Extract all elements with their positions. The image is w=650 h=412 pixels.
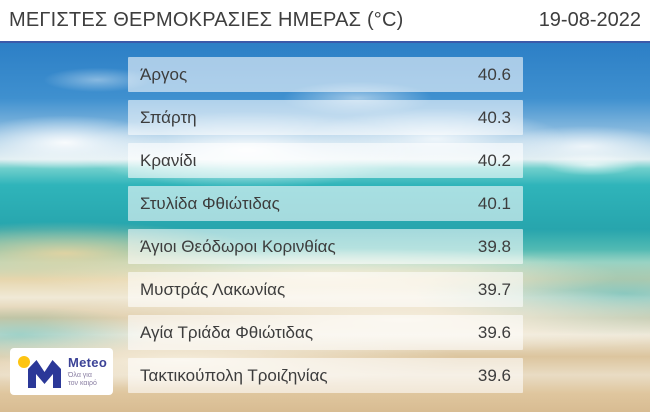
station-name: Κρανίδι <box>140 150 197 170</box>
table-row: Αγία Τριάδα Φθιώτιδας 39.6 <box>128 315 523 350</box>
temperature-value: 39.7 <box>477 279 511 299</box>
header-bar: ΜΕΓΙΣΤΕΣ ΘΕΡΜΟΚΡΑΣΙΕΣ ΗΜΕΡΑΣ (°C) 19-08-… <box>0 0 650 41</box>
station-name: Στυλίδα Φθιώτιδας <box>140 193 280 213</box>
station-name: Άγιοι Θεόδωροι Κορινθίας <box>140 236 336 256</box>
temperature-value: 39.6 <box>477 365 511 385</box>
station-name: Αγία Τριάδα Φθιώτιδας <box>140 322 314 342</box>
temperature-value: 40.6 <box>477 64 511 84</box>
station-name: Τακτικούπολη Τροιζηνίας <box>140 365 328 385</box>
brand-name: Meteo <box>68 354 108 370</box>
page-title: ΜΕΓΙΣΤΕΣ ΘΕΡΜΟΚΡΑΣΙΕΣ ΗΜΕΡΑΣ (°C) <box>9 9 404 31</box>
temperature-value: 39.6 <box>477 322 511 342</box>
logo-text: Meteo Όλα για τον καιρό <box>68 354 108 388</box>
temperature-value: 39.8 <box>477 236 511 256</box>
table-row: Σπάρτη 40.3 <box>128 100 523 135</box>
date-label: 19-08-2022 <box>538 9 641 31</box>
table-row: Μυστράς Λακωνίας 39.7 <box>128 272 523 307</box>
station-name: Άργος <box>140 64 188 84</box>
temperature-value: 40.1 <box>477 193 511 213</box>
table-row: Τακτικούπολη Τροιζηνίας 39.6 <box>128 358 523 393</box>
table-row: Άργος 40.6 <box>128 57 523 92</box>
table-row: Κρανίδι 40.2 <box>128 143 523 178</box>
table-row: Άγιοι Θεόδωροι Κορινθίας 39.8 <box>128 229 523 264</box>
table-row: Στυλίδα Φθιώτιδας 40.1 <box>128 186 523 221</box>
temperature-value: 40.3 <box>477 107 511 127</box>
temperature-list: Άργος 40.6 Σπάρτη 40.3 Κρανίδι 40.2 Στυλ… <box>128 57 523 401</box>
meteo-m-icon <box>18 355 61 388</box>
station-name: Σπάρτη <box>140 107 197 127</box>
station-name: Μυστράς Λακωνίας <box>140 279 286 299</box>
meteo-logo: Meteo Όλα για τον καιρό <box>10 348 113 395</box>
brand-tagline: Όλα για τον καιρό <box>68 371 97 387</box>
temperature-value: 40.2 <box>477 150 511 170</box>
